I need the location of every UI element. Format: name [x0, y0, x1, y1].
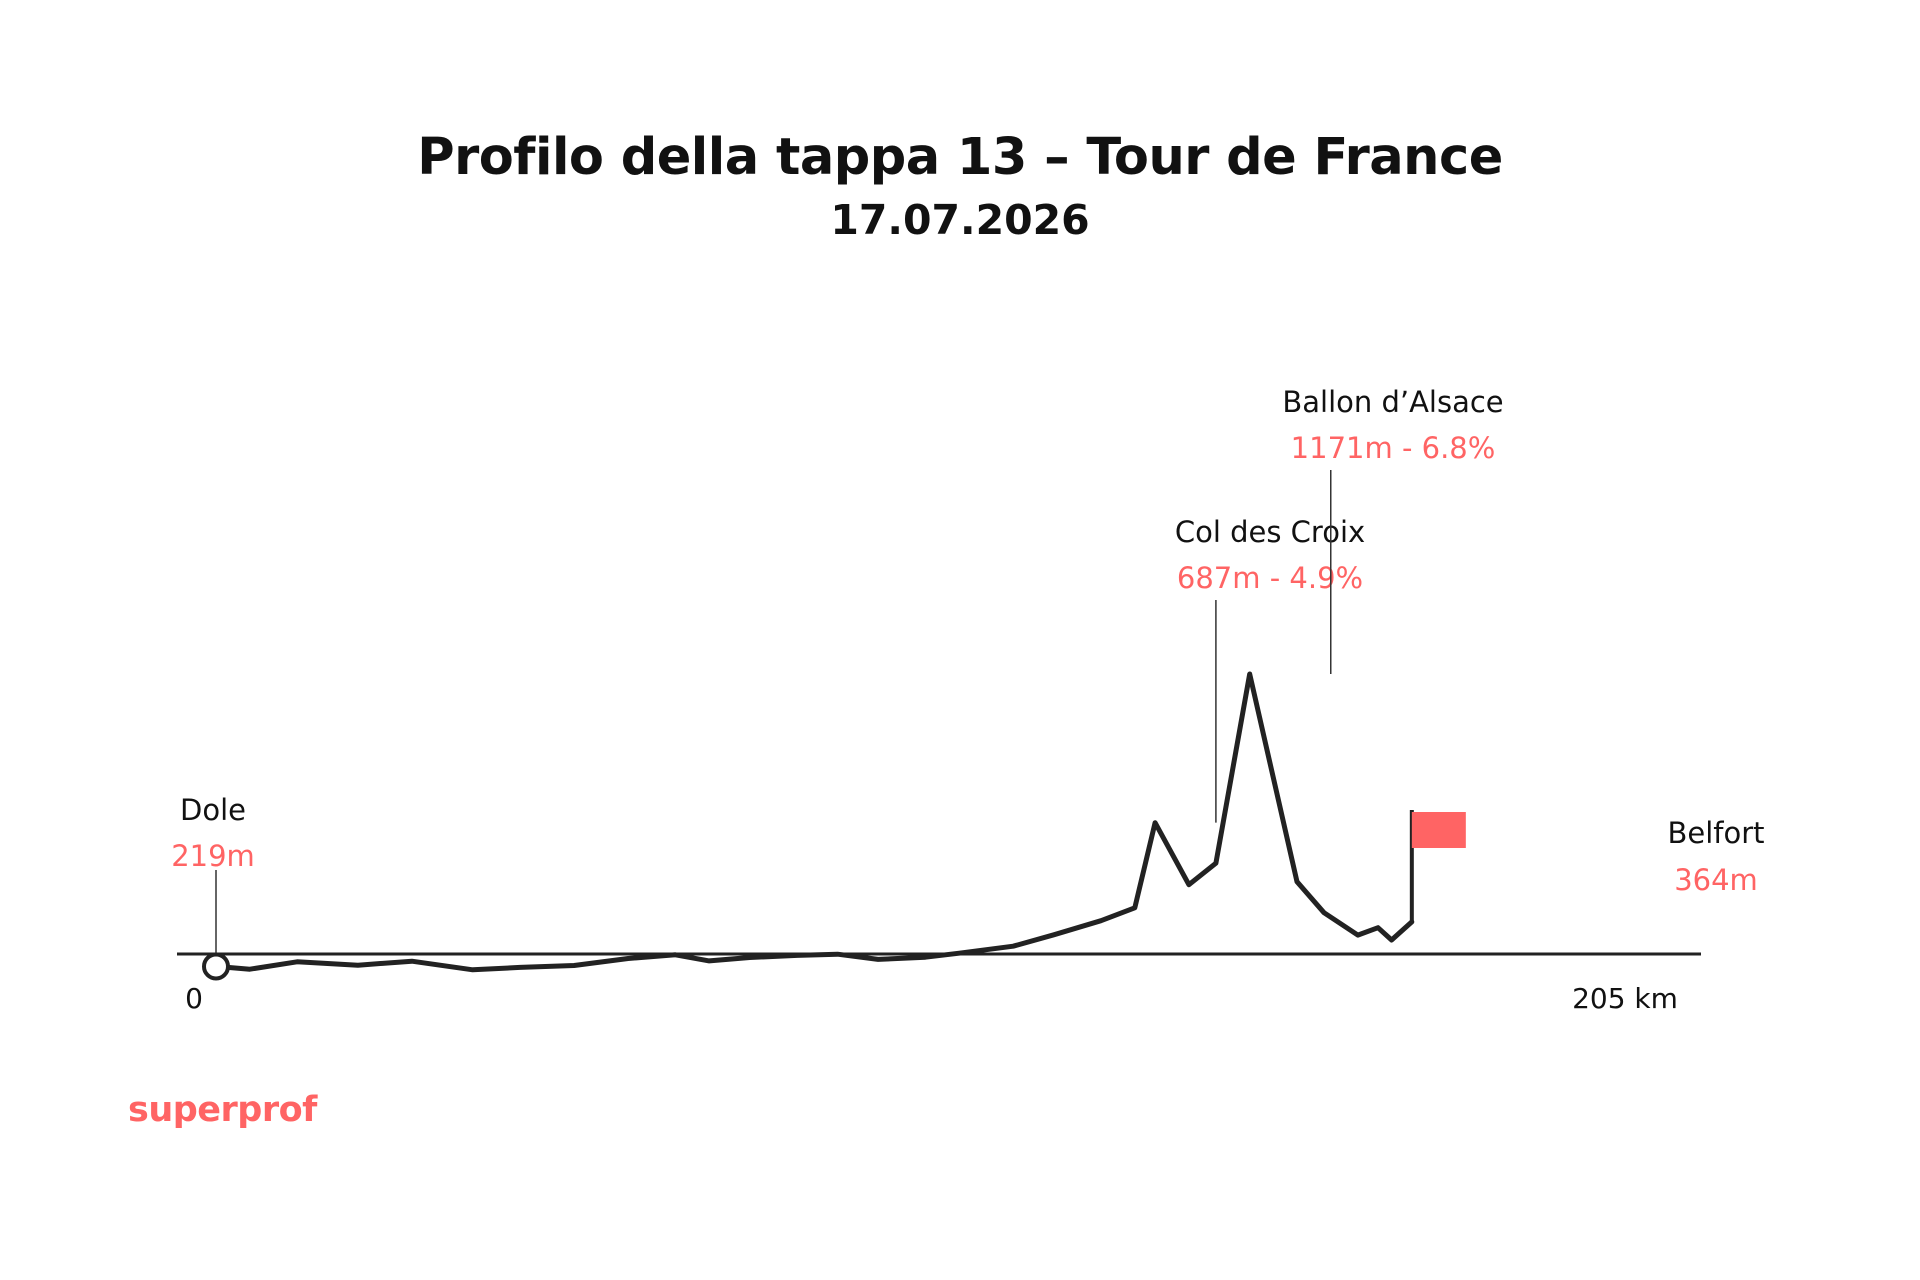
superprof-logo: superprof: [128, 1090, 317, 1130]
annotation-name-start: Dole: [180, 793, 246, 827]
annotation-detail-col-des-croix: 687m - 4.9%: [1177, 561, 1363, 595]
annotation-name-ballon-dalsace: Ballon d’Alsace: [1282, 385, 1503, 419]
annotation-detail-start: 219m: [171, 839, 255, 873]
markers-layer: [202, 810, 1466, 981]
annotation-name-finish: Belfort: [1667, 816, 1764, 850]
chart-date: 17.07.2026: [830, 196, 1090, 244]
annotation-detail-ballon-dalsace: 1171m - 6.8%: [1291, 431, 1496, 465]
annotation-name-col-des-croix: Col des Croix: [1175, 515, 1365, 549]
x-tick-label-start: 0: [185, 982, 203, 1015]
annotation-detail-finish: 364m: [1674, 863, 1758, 897]
finish-flag-icon: [1411, 812, 1466, 848]
elevation-profile-line: [213, 671, 1415, 973]
chart-title: Profilo della tappa 13 – Tour de France: [417, 128, 1503, 187]
annotations-layer: Dole 219m Col des Croix 687m - 4.9% Ballon d…: [171, 385, 1765, 955]
x-tick-label-end: 205 km: [1572, 982, 1678, 1015]
start-marker-icon: [202, 952, 230, 981]
